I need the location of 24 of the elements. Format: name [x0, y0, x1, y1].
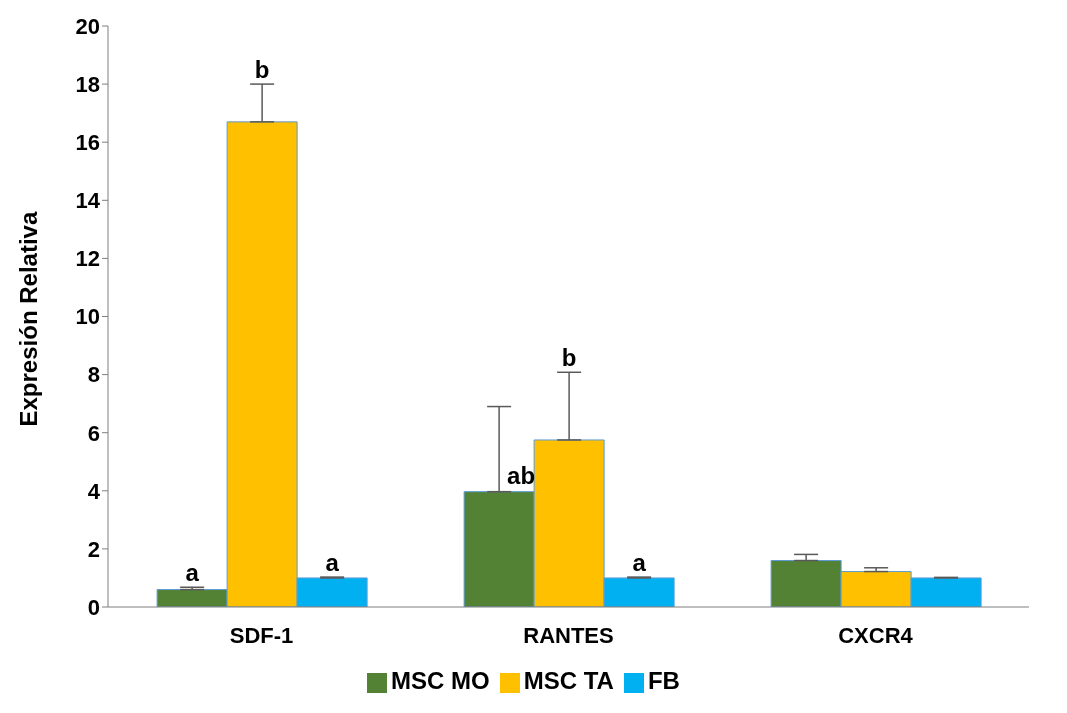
y-tick-label: 2	[87, 536, 100, 562]
y-axis-title: Expresión Relativa	[14, 211, 42, 427]
y-tick-label: 6	[87, 420, 100, 446]
legend-label: MSC MO	[391, 667, 490, 694]
data-label: a	[185, 559, 200, 587]
y-tick-label: 14	[75, 188, 101, 214]
y-tick-label: 16	[75, 130, 100, 156]
y-tick-label: 12	[75, 246, 100, 272]
x-tick-label: SDF-1	[229, 622, 294, 648]
data-label: a	[632, 549, 647, 577]
data-label: a	[325, 549, 340, 577]
data-label: ab	[507, 461, 536, 489]
y-tick-label: 0	[87, 594, 100, 620]
y-tick-label: 20	[75, 13, 100, 39]
x-tick-label: CXCR4	[838, 622, 914, 648]
legend-label: FB	[647, 667, 680, 694]
x-tick-label: RANTES	[523, 622, 614, 648]
y-tick-label: 4	[87, 478, 101, 504]
legend-label: MSC TA	[523, 667, 614, 694]
data-label: b	[254, 56, 270, 84]
data-label: b	[561, 344, 577, 372]
y-tick-label: 18	[75, 71, 100, 97]
y-tick-label: 10	[75, 304, 100, 330]
y-tick-label: 8	[87, 362, 100, 388]
